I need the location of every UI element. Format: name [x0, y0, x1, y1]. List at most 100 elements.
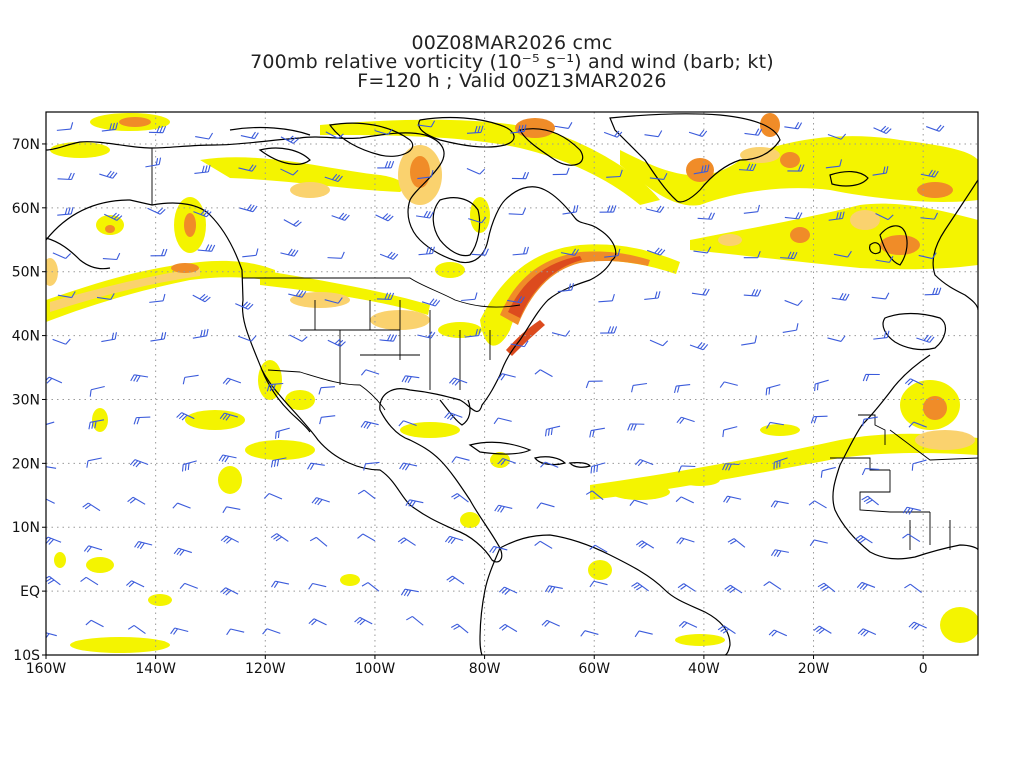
- wind-barb: [471, 248, 489, 256]
- wind-barb: [497, 373, 516, 381]
- wind-barb: [449, 377, 468, 386]
- wind-barb: [446, 575, 465, 585]
- vorticity-band-pacific-core: [50, 268, 200, 312]
- coast-north-america: [46, 132, 617, 563]
- wind-barb: [599, 205, 617, 213]
- wind-barb: [727, 538, 746, 548]
- wind-barb: [508, 207, 526, 216]
- wind-barb: [828, 211, 845, 221]
- title-line-field: 700mb relative vorticity (10⁻⁵ s⁻¹) and …: [250, 51, 774, 73]
- wind-barb: [908, 621, 927, 630]
- wind-barb: [536, 502, 555, 509]
- x-tick-label: 60W: [578, 661, 610, 677]
- wind-barb: [85, 619, 104, 628]
- wind-barb: [288, 289, 307, 298]
- wind-barb: [861, 495, 879, 506]
- wind-barb: [173, 547, 192, 556]
- wind-barb: [770, 549, 789, 558]
- wind-barb: [560, 248, 579, 256]
- wind-barb: [719, 381, 738, 388]
- y-tick-label: EQ: [20, 584, 40, 600]
- wind-barb: [724, 584, 743, 594]
- wind-barb: [280, 248, 299, 257]
- wind-barb: [179, 582, 198, 589]
- vorticity-canada: [200, 157, 404, 192]
- wind-barbs: [46, 120, 945, 639]
- wind-barb: [379, 334, 398, 342]
- border-western-sahara: [830, 414, 890, 471]
- wind-barb: [130, 374, 149, 383]
- wind-barb: [308, 582, 327, 590]
- wind-barb: [129, 459, 149, 468]
- wind-barb: [697, 212, 716, 220]
- wind-barb: [544, 425, 561, 437]
- wind-barb: [417, 170, 434, 180]
- wind-barb: [627, 423, 645, 431]
- title-line-valid: F=120 h ; Valid 00Z13MAR2026: [357, 70, 667, 92]
- wind-barb: [644, 130, 663, 138]
- wind-barb: [399, 462, 418, 471]
- wind-barb: [102, 252, 121, 261]
- wind-barb: [510, 124, 527, 134]
- wind-barb: [857, 628, 877, 637]
- wind-barb: [444, 535, 464, 544]
- wind-barb: [904, 583, 922, 594]
- wind-barb: [83, 545, 103, 553]
- wind-barb: [379, 251, 399, 260]
- wind-barb: [101, 332, 117, 343]
- wind-barb: [319, 415, 336, 425]
- wind-barb: [466, 125, 484, 134]
- y-tick-label: 50N: [12, 265, 40, 281]
- wind-barb: [192, 293, 211, 303]
- coastlines: [46, 113, 978, 655]
- wind-barb: [149, 293, 166, 303]
- wind-barb: [289, 334, 308, 342]
- wind-barb: [861, 416, 878, 427]
- wind-barb: [52, 338, 71, 345]
- y-tick-label: 10S: [13, 648, 40, 664]
- wind-barb: [421, 298, 441, 307]
- wind-barb: [691, 288, 710, 296]
- wind-barb: [534, 369, 553, 378]
- wind-barb: [678, 620, 698, 628]
- wind-barb: [46, 421, 55, 426]
- wind-barb: [902, 506, 921, 515]
- wind-barb: [451, 493, 469, 503]
- wind-barb: [817, 582, 836, 593]
- wind-barb: [693, 246, 712, 254]
- wind-barb: [494, 504, 513, 513]
- wind-barb: [635, 459, 654, 467]
- wind-barb: [176, 412, 195, 421]
- wind-barb: [222, 377, 242, 385]
- wind-barb: [649, 339, 669, 347]
- wind-barb: [507, 295, 525, 304]
- wind-barb: [604, 248, 621, 258]
- wind-barb: [585, 380, 603, 389]
- wind-barb: [182, 374, 199, 385]
- wind-barb: [603, 130, 623, 138]
- wind-barb: [872, 166, 889, 176]
- wind-barb: [400, 588, 419, 597]
- wind-barb: [635, 540, 655, 549]
- wind-barb: [512, 246, 529, 256]
- wind-barb: [127, 624, 146, 634]
- wind-barb: [784, 212, 803, 220]
- wind-barb: [57, 207, 74, 216]
- wind-barb: [466, 167, 486, 175]
- vorticity-band-pacific: [46, 260, 275, 322]
- y-tick-label: 60N: [12, 201, 40, 217]
- wind-barb: [170, 627, 189, 635]
- wind-barb: [270, 457, 287, 468]
- wind-barb: [926, 124, 945, 132]
- wind-barb: [717, 625, 736, 634]
- wind-barb: [766, 421, 784, 429]
- wind-barb: [911, 459, 927, 471]
- y-tick-label: 40N: [12, 329, 40, 345]
- vorticity-band-northeast: [480, 244, 680, 346]
- wind-barb: [589, 427, 605, 438]
- wind-barb: [590, 462, 606, 474]
- wind-barb: [644, 291, 661, 301]
- wind-barb: [489, 545, 508, 554]
- wind-barb: [464, 328, 481, 338]
- wind-barb: [738, 163, 757, 172]
